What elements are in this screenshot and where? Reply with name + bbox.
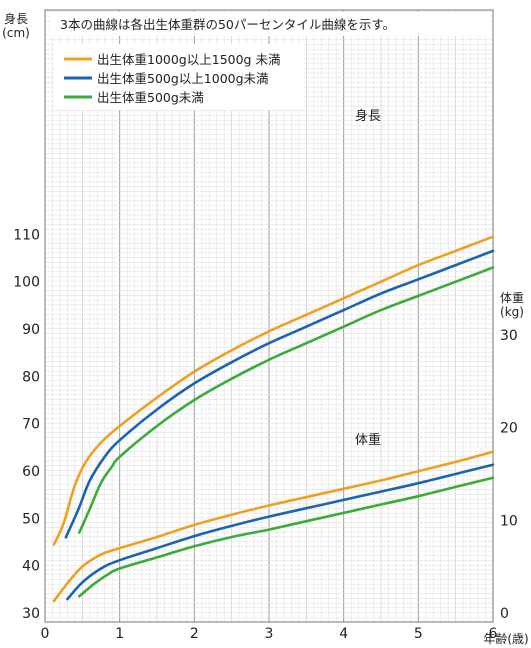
weight-panel-label: 体重 (355, 432, 381, 448)
y-left-tick-label: 40 (22, 559, 40, 575)
y-tick-background (2, 225, 42, 244)
y-left-axis-unit: (cm) (2, 26, 30, 40)
weight-curve-0 (52, 450, 495, 603)
height-curve-1 (64, 249, 495, 539)
y-left-tick-label: 70 (22, 417, 40, 433)
y-right-tick-label: 0 (500, 606, 509, 622)
weight-curve-2 (78, 476, 495, 598)
chart-note: 3本の曲線は各出生体重群の50パーセンタイル曲線を示す。 (60, 17, 395, 32)
y-left-tick-label: 50 (22, 511, 40, 527)
x-tick-label: 2 (190, 626, 199, 642)
y-right-tick-label: 10 (500, 513, 518, 529)
x-tick-label: 0 (41, 626, 50, 642)
height-curve-2 (78, 266, 495, 534)
x-tick-label: 4 (339, 626, 348, 642)
y-tick-background (2, 272, 42, 291)
x-tick-label: 3 (265, 626, 274, 642)
height-panel-label: 身長 (355, 108, 381, 124)
note-background (50, 12, 490, 36)
plot-frame (44, 9, 494, 623)
y-left-tick-label: 60 (22, 464, 40, 480)
y-tick-background (2, 367, 42, 386)
y-right-axis-title: 体重 (500, 291, 524, 305)
y-tick-background (2, 604, 42, 622)
y-left-axis-title: 身長 (4, 11, 28, 26)
x-tick-label: 5 (414, 626, 423, 642)
y-tick-background (2, 414, 42, 433)
y-left-tick-label: 30 (22, 606, 40, 622)
x-axis-title: 年齢(歳) (483, 631, 528, 646)
growth-curves (52, 235, 495, 603)
y-tick-background (2, 509, 42, 528)
y-right-axis-unit: (kg) (500, 305, 524, 319)
x-tick-label: 1 (115, 626, 124, 642)
x-tick-label: 6 (489, 626, 498, 642)
weight-curve-1 (66, 463, 495, 601)
y-left-tick-label: 110 (13, 227, 40, 243)
height-curve-0 (52, 235, 495, 546)
y-right-tick-label: 20 (500, 421, 518, 437)
y-tick-background (2, 556, 42, 575)
y-left-tick-label: 90 (22, 322, 40, 338)
y-left-tick-label: 80 (22, 369, 40, 385)
y-tick-background (2, 462, 42, 481)
legend-label: 出生体重1000g以上1500g 未満 (97, 52, 280, 67)
axis-ticks: 0 1 2 3 4 5 6 30 40 50 60 70 80 90 100 110 0 10 20 30 (2, 225, 518, 642)
y-right-tick-label: 30 (500, 328, 518, 344)
legend-label: 出生体重500g以上1000g未満 (97, 71, 269, 86)
legend: 出生体重1000g以上1500g 未満 出生体重500g以上1000g未満 出生… (54, 44, 304, 110)
legend-label: 出生体重500g未満 (97, 90, 204, 105)
y-left-tick-label: 100 (13, 275, 40, 291)
y-tick-background (2, 320, 42, 339)
